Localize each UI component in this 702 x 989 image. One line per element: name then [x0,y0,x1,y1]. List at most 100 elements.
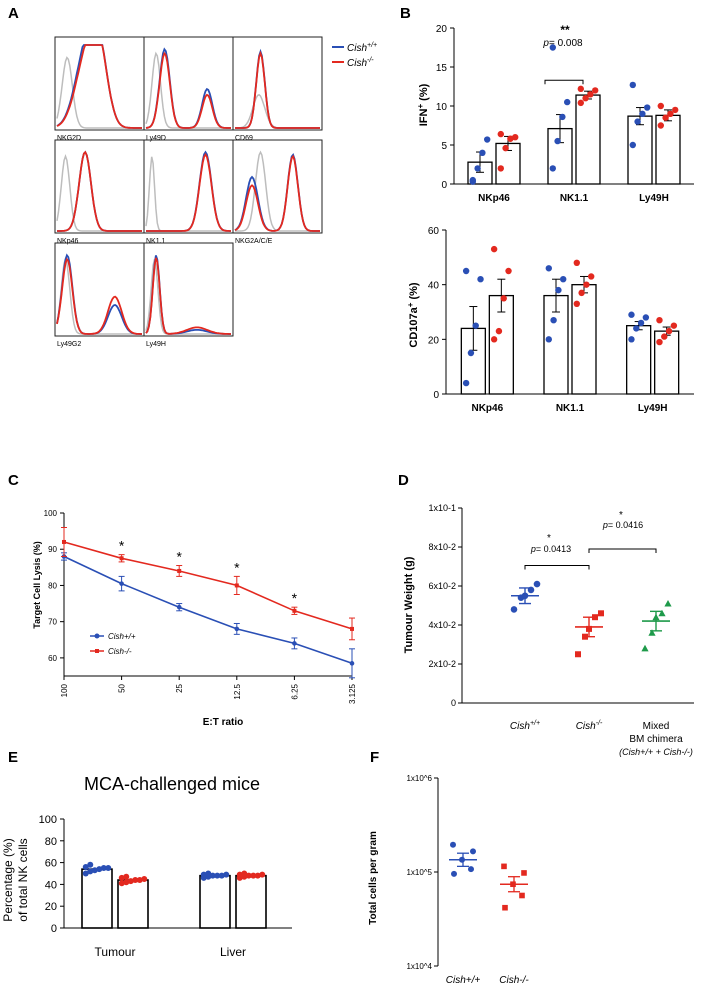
data-point [644,104,651,111]
panel-f-ylabel: Total cells per gram [368,831,379,925]
y-tick-label: 80 [48,581,57,590]
y-tick-label: 70 [48,618,57,627]
histogram-frame [232,36,323,131]
data-point [545,265,552,272]
data-point [583,281,590,288]
data-point [214,872,221,879]
histogram-curve-ko [57,150,142,232]
data-point [656,317,663,324]
data-point [598,610,604,617]
panel-b-cd107a-chart: CD107a+ (%) 0 20 40 60 NKp46 NK1.1 Ly49H [406,226,694,414]
data-point [470,848,476,855]
panel-d-ylabel: Tumour Weight (g) [403,556,415,653]
x-tick-label: 25 [175,683,184,692]
y-tick-label: 0 [441,180,447,191]
data-point [254,872,261,879]
data-point [634,118,641,125]
x-category-label: Ly49H [638,403,668,414]
data-point [648,629,656,636]
data-point [521,592,529,600]
data-point [96,866,103,873]
data-point [670,322,678,329]
data-point [119,581,124,586]
data-point [575,651,581,658]
y-tick-label: 60 [428,226,440,237]
significance-star: * [234,559,240,575]
bar [81,868,113,929]
data-point [87,861,94,868]
data-point [533,580,541,588]
histogram-frame [232,139,323,234]
panel-d-label-wt: Cish+/+ [510,720,540,732]
data-point [200,871,207,878]
data-point [577,85,584,93]
data-point [588,273,595,280]
data-point [292,608,297,613]
data-point [209,872,216,879]
panel-a-flow-histograms: NKG2D Ly49D CD69 NKp46 NK1.1 NKG2A/C/E Ly49G2 L… [54,36,377,348]
histogram-marker-label: NK1.1 [146,238,166,245]
data-point [501,863,507,870]
data-point [510,881,516,888]
y-tick-label: 20 [436,24,448,35]
y-tick-label: 90 [48,545,57,554]
data-point [521,870,527,876]
data-point [349,661,355,666]
data-point [490,245,498,253]
data-point [592,87,599,94]
data-point [500,295,507,302]
data-point [549,44,556,51]
data-point [467,349,475,357]
data-point [577,99,584,107]
histogram-marker-label: NKG2D [57,135,81,142]
data-point [505,267,512,275]
panel-d-label-ko: Cish-/- [576,720,603,732]
data-point [245,872,252,879]
data-point [573,259,580,266]
data-point [136,877,143,884]
significance-star: * [176,549,182,565]
data-point [582,95,589,102]
data-point [469,178,476,185]
data-point [559,113,566,121]
histogram-marker-label: CD69 [235,135,253,142]
data-point [234,626,240,632]
data-point [628,311,635,318]
histogram-curve-ko [56,257,142,335]
data-point [582,633,588,640]
histogram-curve-isotype [56,154,142,232]
bar [235,874,267,929]
series-line [63,555,353,665]
histogram-curve-ko [234,154,320,232]
histogram-frame [143,242,234,337]
data-point [652,613,660,621]
histogram-curve-ko [145,257,231,335]
series-line [63,541,353,630]
histogram-curve-isotype [235,93,320,129]
panel-label-d: D [398,472,409,489]
x-tick-label: 3.125 [348,683,357,704]
data-point [661,333,668,340]
panel-d-p1: p= 0.0413 [530,544,571,554]
data-point [587,91,594,98]
data-point [592,614,598,621]
panel-label-c: C [8,472,19,489]
data-point [91,867,98,874]
y-tick-label: 60 [45,858,57,870]
data-point [451,870,457,877]
histogram-curve-isotype [56,257,142,335]
panel-a-legend: Cish+/+ Cish-/- [332,42,377,69]
data-point [664,599,672,607]
panel-c-legend-ko: Cish-/- [108,647,132,656]
panel-c-legend: Cish+/+ Cish-/- [90,632,136,656]
data-point [218,872,225,879]
sig-stars-ifn: ** [560,23,570,37]
y-tick-label: 5 [441,141,447,152]
data-point [665,327,673,335]
data-point [205,870,212,877]
panel-d-label-mixed-2: BM chimera [629,734,683,745]
data-point [629,141,636,149]
data-point [87,868,94,875]
histogram-marker-label: Ly49G2 [57,341,81,348]
data-point [658,609,666,617]
